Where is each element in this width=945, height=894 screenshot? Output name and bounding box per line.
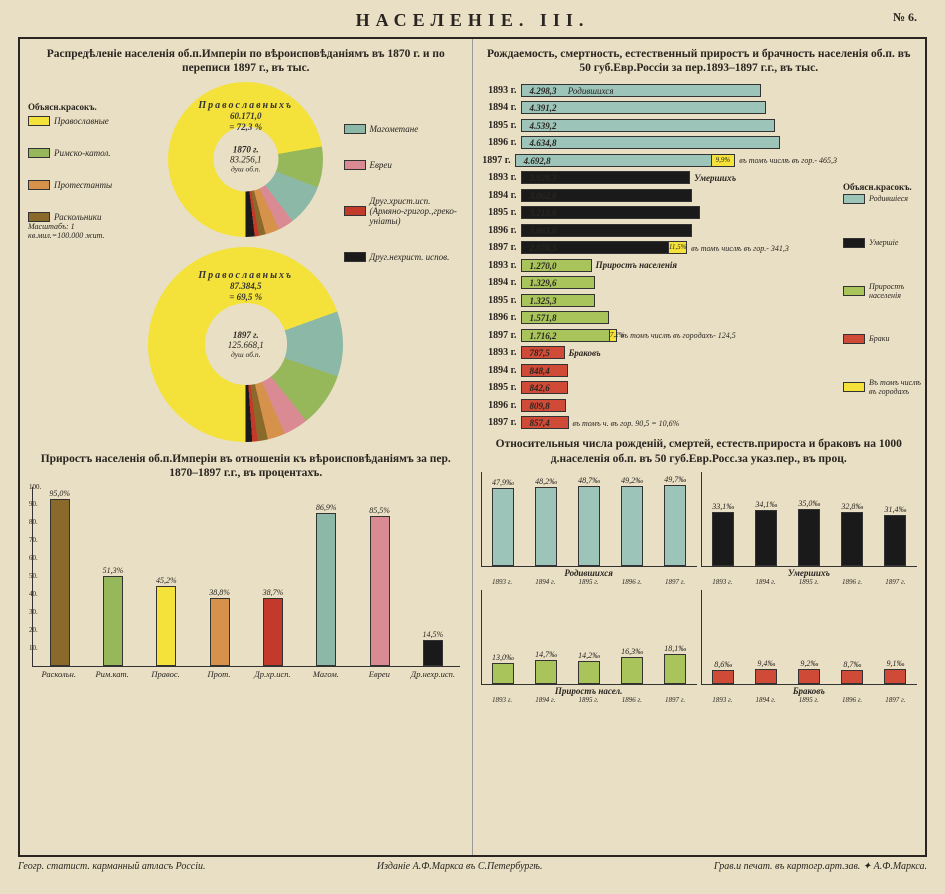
- relative-charts: 47,9‰48,2‰48,7‰49,2‰49,7‰Родившихся1893 …: [481, 472, 918, 704]
- hbar-row: 1894 г.848,4: [481, 362, 838, 379]
- right-column: Рождаемость, смертность, естественный пр…: [473, 39, 926, 855]
- hbar-row: 1896 г.4.634,8: [481, 134, 838, 151]
- hbar-row: 1893 г.787,5Браковъ: [481, 344, 838, 361]
- hbar-row: 1895 г.1.325,3: [481, 292, 838, 309]
- hbar-row: 1895 г.4.539,2: [481, 117, 838, 134]
- hbar-row: 1896 г.3.063,0: [481, 222, 838, 239]
- growth-bar: 14,5%: [423, 630, 444, 665]
- hbars-area: 1893 г.4.298,3 Родившихся1894 г.4.391,21…: [481, 82, 918, 432]
- hbar-row: 1896 г.1.571,8: [481, 309, 838, 326]
- hbar-row: 1893 г.1.270,0Приростъ населенія: [481, 257, 838, 274]
- growth-bars-title: Приростъ населенія об.п.Имперіи въ отнош…: [28, 452, 464, 481]
- hbar-row: 1895 г.842,6: [481, 379, 838, 396]
- hbar-row: 1893 г.3.028,3Умершихъ: [481, 169, 838, 186]
- donuts-area: Объясн.красокъ.ПравославныеРимско-катол.…: [28, 82, 464, 442]
- donuts-title: Распредѣленіе населенія об.п.Имперіи по …: [28, 47, 464, 76]
- donut-1870: 1870 г.83.256,1душ об.п.Православныхъ60.…: [28, 82, 464, 237]
- growth-bar: 45,2%: [156, 576, 177, 665]
- page-number: № 6.: [893, 10, 917, 25]
- rel-chart-title: Относительныя числа рожденій, смертей, е…: [481, 437, 918, 466]
- hbar-row: 1896 г.809,8: [481, 397, 838, 414]
- growth-bars-labels: Раскольн.Рим.кат.Правос.Прот.Др.хр.исп.М…: [32, 667, 460, 679]
- hbar-row: 1897 г.11,5%2.976,5 въ томъ числѣ въ гор…: [481, 239, 838, 256]
- hbar-row: 1894 г.3.062,0: [481, 187, 838, 204]
- left-column: Распредѣленіе населенія об.п.Имперіи по …: [20, 39, 473, 855]
- hbar-row: 1893 г.4.298,3 Родившихся: [481, 82, 838, 99]
- footer-left: Геогр. статист. карманный атласъ Россіи.: [18, 861, 206, 872]
- rel-chart-Браковъ: 8,6‰9,4‰9,2‰8,7‰9,1‰Браковъ1893 г.1894 г…: [701, 590, 917, 704]
- hbar-legend: Объясн.красокъ.РодившіесяУмершіеПриростъ…: [843, 182, 921, 428]
- donut-1897: 1897 г.125.668,1душ об.п.Православныхъ87…: [28, 247, 464, 442]
- footer-center: Изданіе А.Ф.Маркса въ С.Петербургѣ.: [206, 861, 714, 872]
- growth-bar: 86,9%: [316, 503, 337, 665]
- page-title: НАСЕЛЕНІЕ. III.: [356, 10, 590, 30]
- growth-bar: 38,7%: [263, 588, 284, 666]
- growth-bar: 38,8%: [209, 588, 230, 666]
- horizontal-bars: 1893 г.4.298,3 Родившихся1894 г.4.391,21…: [481, 82, 838, 432]
- hbar-row: 1894 г.4.391,2: [481, 99, 838, 116]
- growth-bar: 51,3%: [103, 566, 124, 666]
- hbars-title: Рождаемость, смертность, естественный пр…: [481, 47, 918, 76]
- hbar-row: 1897 г.7,2%1.716,2 въ томъ числѣ въ горо…: [481, 327, 838, 344]
- rel-chart-Приростъ насел.: 13,0‰14,7‰14,2‰16,3‰18,1‰Приростъ насел.…: [481, 590, 697, 704]
- growth-bar: 85,5%: [369, 506, 390, 666]
- hbar-row: 1895 г.3.213,8: [481, 204, 838, 221]
- growth-bar: 95,0%: [49, 489, 70, 665]
- hbar-row: 1897 г.9,9%4.692,8 въ томъ числѣ въ гор.…: [481, 152, 838, 169]
- hbar-row: 1897 г.857,4 въ томъ ч. въ гор. 90,5 = 1…: [481, 414, 838, 431]
- rel-chart-Родившихся: 47,9‰48,2‰48,7‰49,2‰49,7‰Родившихся1893 …: [481, 472, 697, 586]
- growth-bars-chart: 10.20.30.40.50.60.70.80.90.100.95,0%51,3…: [32, 487, 460, 667]
- page: НАСЕЛЕНІЕ. III. № 6. Распредѣленіе насел…: [0, 0, 945, 894]
- page-header: НАСЕЛЕНІЕ. III. № 6.: [18, 10, 927, 31]
- hbar-row: 1894 г.1.329,6: [481, 274, 838, 291]
- rel-chart-Умершихъ: 33,1‰34,1‰35,0‰32,8‰31,4‰Умершихъ1893 г.…: [701, 472, 917, 586]
- page-footer: Геогр. статист. карманный атласъ Россіи.…: [18, 861, 927, 872]
- footer-right: Грав.и печат. въ картогр.арт.зав. ✦ А.Ф.…: [714, 861, 927, 872]
- main-frame: Распредѣленіе населенія об.п.Имперіи по …: [18, 37, 927, 857]
